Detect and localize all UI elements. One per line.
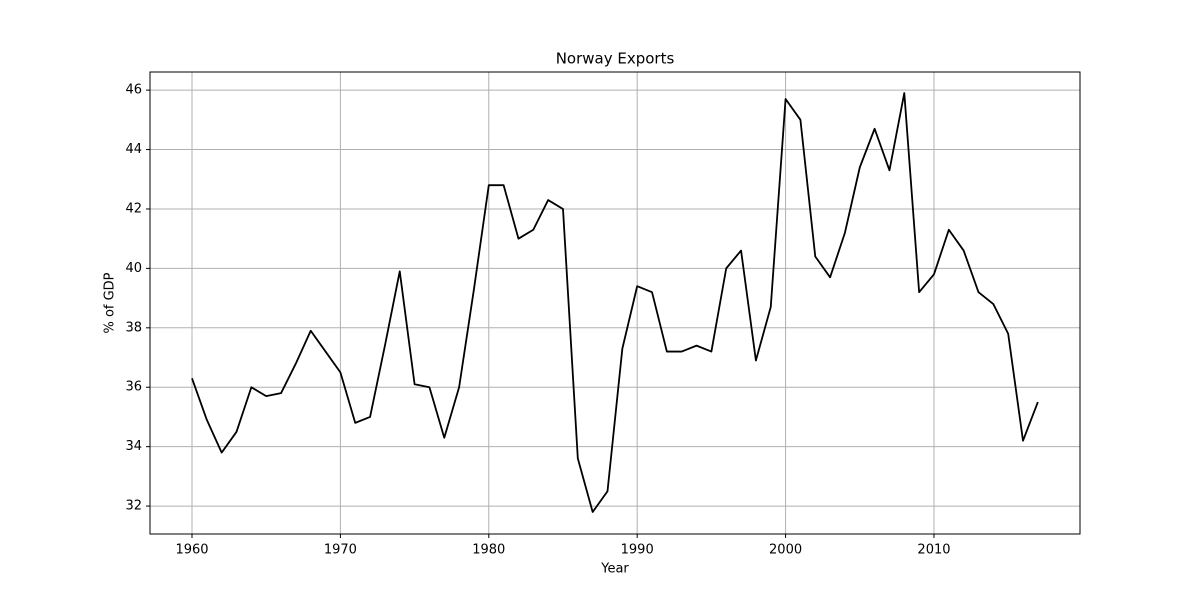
y-axis-label: % of GDP bbox=[103, 272, 118, 333]
y-tick-label: 40 bbox=[125, 261, 142, 276]
chart-title: Norway Exports bbox=[556, 50, 675, 68]
x-tick-label: 2000 bbox=[769, 543, 802, 558]
x-tick-label: 2010 bbox=[917, 543, 950, 558]
y-tick-label: 38 bbox=[125, 320, 142, 335]
y-tick-label: 34 bbox=[125, 439, 142, 454]
y-tick-label: 42 bbox=[125, 201, 142, 216]
x-tick-label: 1990 bbox=[621, 543, 654, 558]
y-tick-label: 46 bbox=[125, 83, 142, 98]
y-tick-label: 44 bbox=[125, 142, 142, 157]
y-tick-label: 36 bbox=[125, 380, 142, 395]
line-series bbox=[191, 92, 1039, 513]
x-tick-label: 1970 bbox=[324, 543, 357, 558]
x-tick-label: 1980 bbox=[472, 543, 505, 558]
plot-frame bbox=[149, 71, 1081, 535]
y-tick-label: 32 bbox=[125, 499, 142, 514]
x-axis-label: Year bbox=[600, 562, 629, 577]
x-tick-label: 1960 bbox=[175, 543, 208, 558]
